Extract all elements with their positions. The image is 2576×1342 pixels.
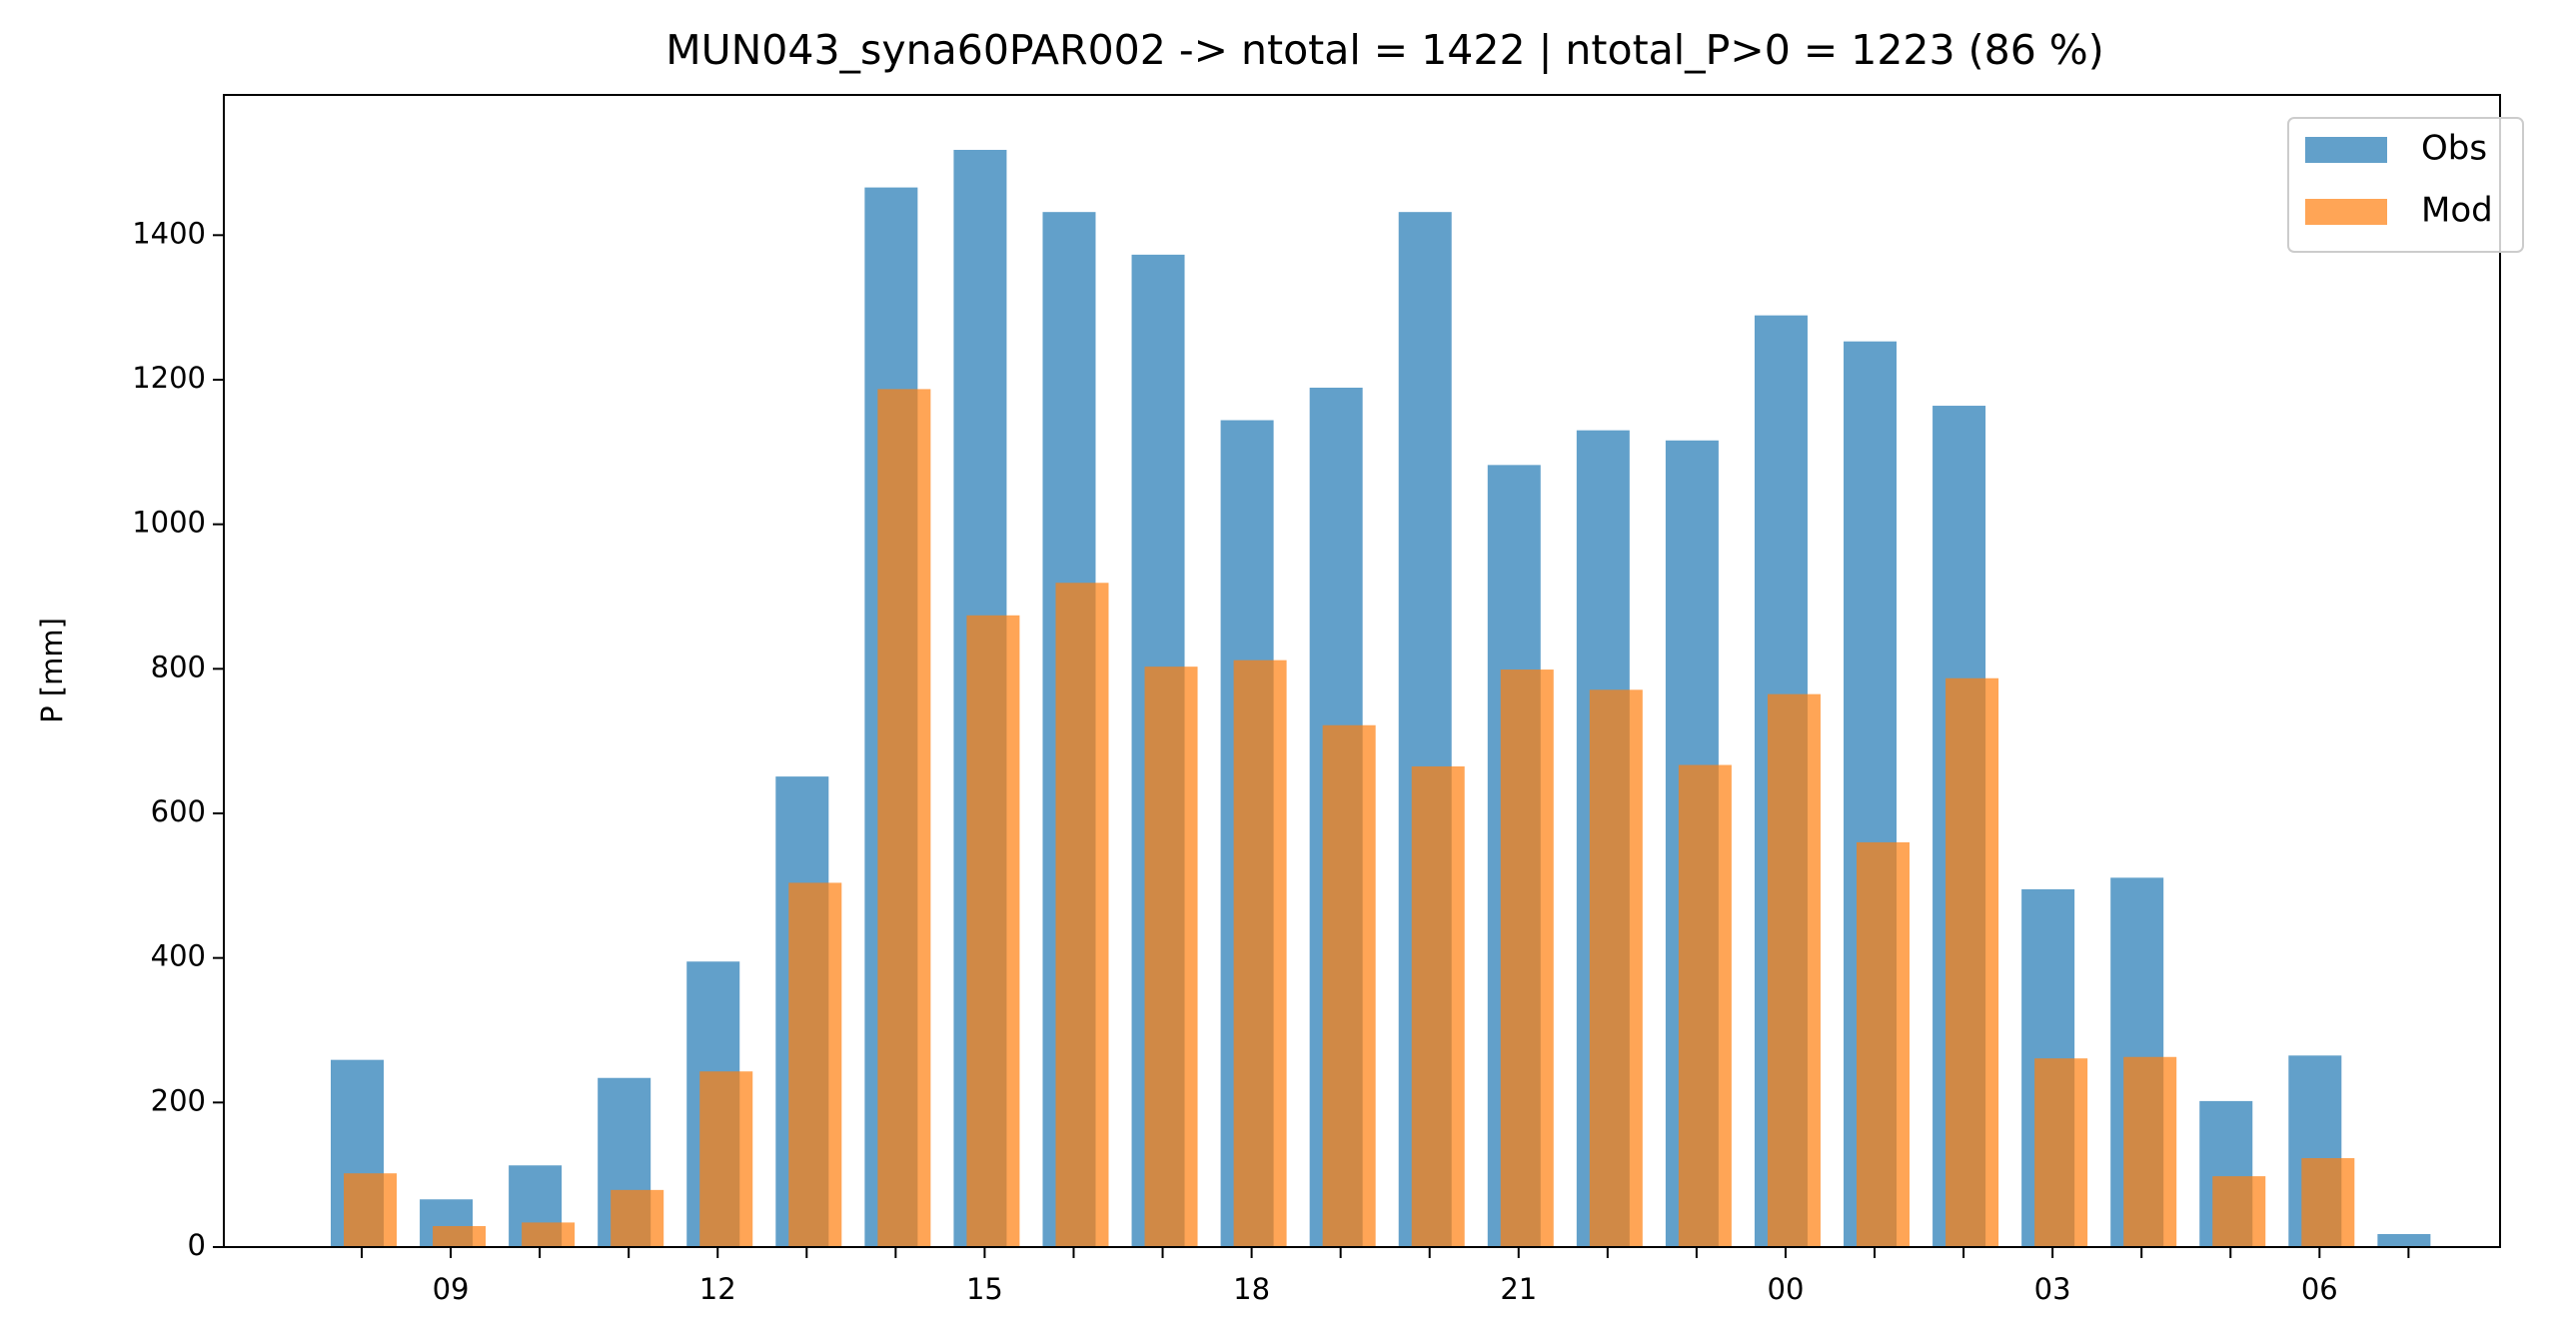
bar [2123,1056,2177,1247]
legend-swatch [2305,199,2387,225]
bar [1678,764,1732,1247]
bar [788,882,842,1247]
bar [1144,667,1198,1247]
bar [2034,1058,2088,1247]
x-tick-label: 00 [1768,1272,1805,1306]
bar [1857,841,1911,1247]
bar [344,1173,397,1247]
y-tick-label: 0 [188,1228,206,1262]
bar [433,1226,487,1247]
y-tick-label: 600 [151,794,206,828]
bar [1055,583,1109,1247]
legend-swatch [2305,137,2387,163]
bar [1945,677,1999,1247]
x-tick-label: 21 [1500,1272,1537,1306]
y-tick-label: 400 [151,939,206,973]
y-tick-label: 1400 [132,216,206,250]
bar [522,1222,576,1247]
chart-title: MUN043_syna60PAR002 -> ntotal = 1422 | n… [665,26,2104,74]
bar [877,389,931,1247]
bar [2377,1233,2431,1247]
bar [1500,670,1554,1247]
bar [1411,765,1465,1247]
y-tick-label: 800 [151,650,206,683]
bar [699,1071,753,1247]
bar [1322,724,1376,1247]
legend-label: Obs [2421,129,2487,169]
legend: Obs Mod [2287,117,2524,253]
bar [1233,660,1287,1247]
bar [1767,693,1821,1247]
plot-frame [223,94,2501,1248]
bar [966,615,1020,1247]
bar [611,1189,664,1247]
x-tick-label: 15 [966,1272,1003,1306]
x-tick-label: 12 [699,1272,736,1306]
y-axis-label: P [mm] [35,618,69,723]
y-tick-label: 1000 [132,506,206,540]
x-tick-label: 06 [2301,1272,2338,1306]
bar [2212,1176,2266,1247]
y-tick-label: 200 [151,1083,206,1117]
bar [1589,689,1643,1247]
x-tick-label: 09 [433,1272,470,1306]
x-tick-label: 03 [2034,1272,2071,1306]
x-tick-label: 18 [1233,1272,1270,1306]
legend-label: Mod [2421,191,2493,231]
y-tick-label: 1200 [132,361,206,395]
bar [2301,1158,2355,1247]
